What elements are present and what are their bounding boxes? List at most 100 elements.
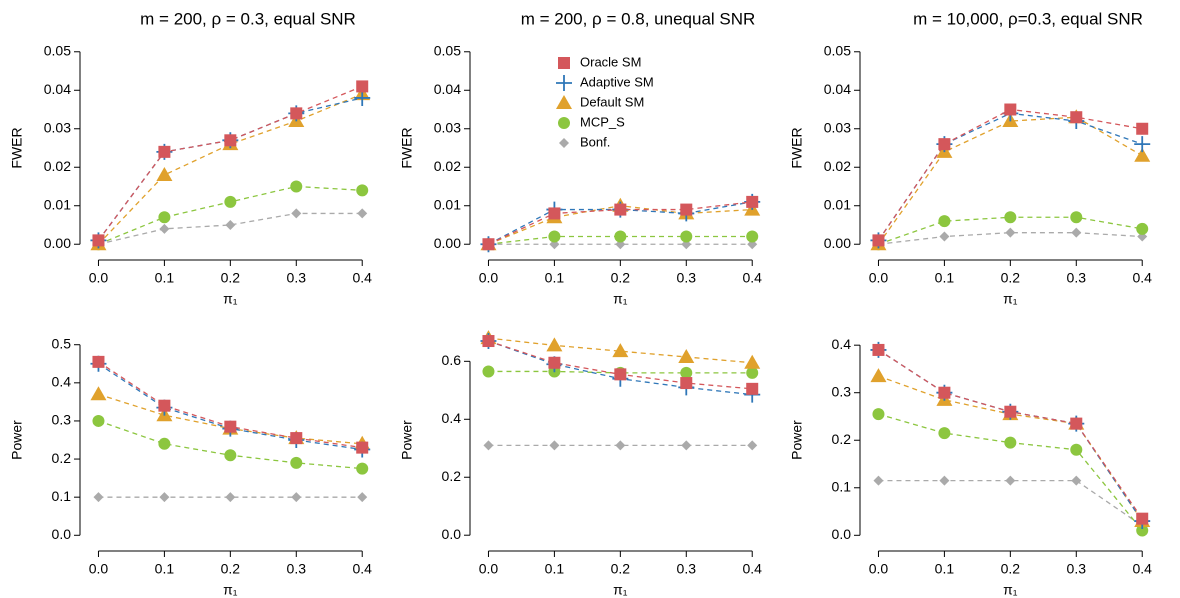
x-axis-label: π₁ <box>223 582 238 598</box>
legend-label: Default SM <box>580 94 644 109</box>
y-tick-label: 0.1 <box>52 488 72 504</box>
x-tick-label: 0.0 <box>89 270 109 286</box>
series-line <box>878 413 1143 531</box>
y-tick-label: 0.05 <box>44 42 71 58</box>
x-axis-label: π₁ <box>1003 291 1018 307</box>
marker-circle <box>872 408 885 421</box>
x-tick-label: 0.0 <box>89 561 109 577</box>
marker-diamond <box>357 492 368 503</box>
y-tick-label: 0.3 <box>832 383 852 399</box>
marker-circle <box>92 414 105 427</box>
series-line <box>98 363 363 451</box>
marker-circle <box>290 180 303 193</box>
y-tick-label: 0.04 <box>824 81 851 97</box>
series-line <box>878 479 1143 527</box>
y-axis-label: Power <box>9 420 25 460</box>
marker-square <box>158 399 171 412</box>
marker-square <box>558 57 570 69</box>
series-line <box>488 370 753 374</box>
x-tick-label: 0.3 <box>287 270 307 286</box>
y-tick-label: 0.0 <box>832 526 852 542</box>
marker-triangle <box>870 368 887 383</box>
marker-diamond <box>873 475 884 486</box>
marker-square <box>614 368 627 381</box>
y-tick-label: 0.0 <box>52 526 72 542</box>
marker-square <box>1004 405 1017 418</box>
y-tick-label: 0.4 <box>52 374 72 390</box>
y-axis-label: Power <box>789 420 805 460</box>
y-tick-label: 0.00 <box>44 235 71 251</box>
marker-diamond <box>559 138 569 148</box>
series-line <box>97 97 363 241</box>
marker-triangle <box>1134 147 1151 162</box>
marker-square <box>938 386 951 399</box>
marker-square <box>158 145 171 158</box>
x-tick-label: 0.4 <box>352 270 372 286</box>
marker-square <box>290 432 303 445</box>
x-tick-label: 0.0 <box>479 561 499 577</box>
marker-square <box>482 335 495 348</box>
y-tick-label: 0.01 <box>434 196 461 212</box>
x-tick-label: 0.4 <box>742 270 762 286</box>
y-tick-label: 0.3 <box>52 412 72 428</box>
marker-circle <box>1004 211 1017 224</box>
x-tick-label: 0.1 <box>545 561 565 577</box>
marker-circle <box>1136 524 1149 537</box>
marker-square <box>548 356 561 369</box>
y-tick-label: 0.00 <box>824 235 851 251</box>
marker-triangle <box>678 348 695 363</box>
marker-square <box>1136 512 1149 525</box>
marker-square <box>1136 122 1149 135</box>
y-tick-label: 0.03 <box>44 119 71 135</box>
marker-square <box>872 343 885 356</box>
chart-title: m = 200, ρ = 0.3, equal SNR <box>140 9 356 28</box>
chart-title: m = 200, ρ = 0.8, unequal SNR <box>521 9 756 28</box>
marker-diamond <box>159 223 170 234</box>
x-tick-label: 0.3 <box>677 561 697 577</box>
x-tick-label: 0.1 <box>935 270 955 286</box>
marker-circle <box>482 365 495 378</box>
y-tick-label: 0.0 <box>442 526 462 542</box>
marker-circle <box>158 211 171 224</box>
y-tick-label: 0.02 <box>824 158 851 174</box>
marker-plus <box>354 89 371 106</box>
x-axis-label: π₁ <box>1003 582 1018 598</box>
y-axis-label: FWER <box>399 127 415 168</box>
x-tick-label: 0.1 <box>155 561 175 577</box>
marker-circle <box>1136 222 1149 235</box>
x-tick-label: 0.2 <box>221 270 241 286</box>
y-tick-label: 0.00 <box>434 235 461 251</box>
x-tick-label: 0.4 <box>742 561 762 577</box>
x-tick-label: 0.0 <box>479 270 499 286</box>
x-tick-label: 0.2 <box>611 270 631 286</box>
marker-diamond <box>1071 475 1082 486</box>
marker-circle <box>224 449 237 462</box>
y-tick-label: 0.05 <box>434 42 461 58</box>
marker-triangle <box>556 95 572 109</box>
marker-square <box>680 203 693 216</box>
marker-square <box>92 234 105 247</box>
legend-label: Bonf. <box>580 134 610 149</box>
marker-circle <box>224 195 237 208</box>
marker-diamond <box>1005 227 1016 238</box>
marker-diamond <box>291 208 302 219</box>
x-tick-label: 0.3 <box>287 561 307 577</box>
marker-diamond <box>1005 475 1016 486</box>
x-tick-label: 0.2 <box>611 561 631 577</box>
marker-circle <box>356 184 369 197</box>
marker-triangle <box>546 337 563 352</box>
series-line <box>97 93 363 245</box>
x-tick-label: 0.2 <box>1001 270 1021 286</box>
series-line <box>877 116 1143 245</box>
x-tick-label: 0.3 <box>677 270 697 286</box>
marker-diamond <box>159 492 170 503</box>
marker-square <box>482 238 495 251</box>
marker-circle <box>938 215 951 228</box>
legend-label: MCP_S <box>580 114 625 129</box>
x-axis-label: π₁ <box>223 291 238 307</box>
marker-triangle <box>156 166 173 181</box>
marker-diamond <box>357 208 368 219</box>
x-tick-label: 0.1 <box>545 270 565 286</box>
marker-square <box>1004 103 1017 116</box>
y-tick-label: 0.2 <box>832 431 852 447</box>
